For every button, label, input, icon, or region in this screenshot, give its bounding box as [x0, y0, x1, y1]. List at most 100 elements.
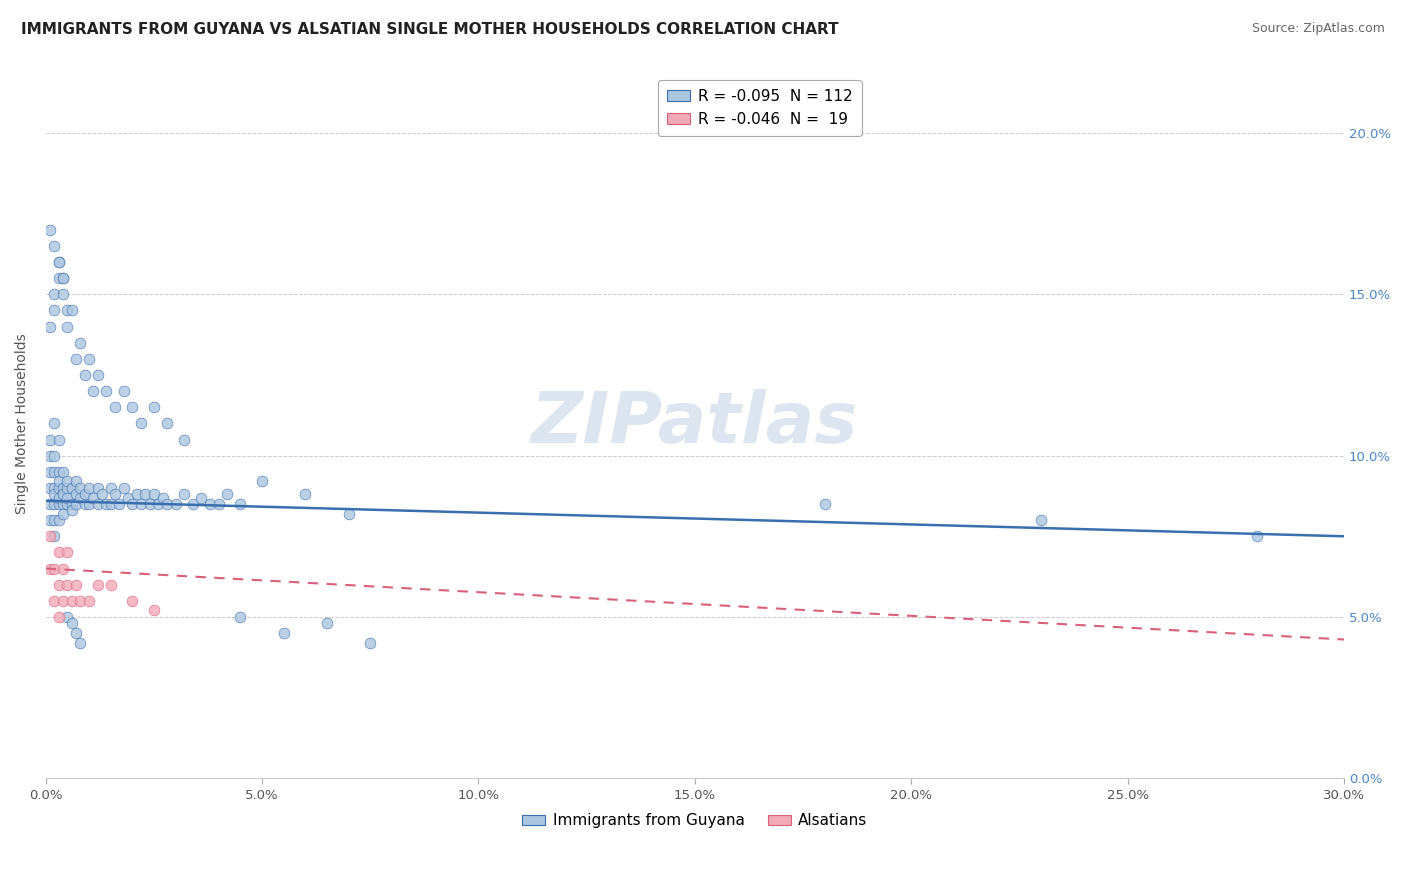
- Point: [52, 487, 75, 501]
- Point: [60, 481, 83, 495]
- Text: Source: ZipAtlas.com: Source: ZipAtlas.com: [1251, 22, 1385, 36]
- Point: [44, 594, 66, 608]
- Point: [112, 384, 135, 398]
- Point: [73, 497, 96, 511]
- Point: [52, 271, 75, 285]
- Text: ZIPatlas: ZIPatlas: [531, 389, 859, 458]
- Point: [121, 401, 143, 415]
- Point: [39, 561, 62, 575]
- Point: [52, 271, 75, 285]
- Point: [60, 303, 83, 318]
- Point: [173, 433, 195, 447]
- Point: [48, 577, 70, 591]
- Point: [1029, 513, 1052, 527]
- Point: [77, 351, 100, 366]
- Point: [156, 417, 179, 431]
- Point: [82, 491, 104, 505]
- Point: [190, 491, 212, 505]
- Point: [39, 465, 62, 479]
- Point: [48, 433, 70, 447]
- Point: [86, 481, 108, 495]
- Point: [82, 384, 104, 398]
- Point: [77, 594, 100, 608]
- Point: [65, 351, 87, 366]
- Point: [156, 497, 179, 511]
- Y-axis label: Single Mother Households: Single Mother Households: [15, 333, 30, 514]
- Point: [138, 497, 160, 511]
- Point: [134, 487, 156, 501]
- Point: [52, 561, 75, 575]
- Point: [39, 449, 62, 463]
- Point: [52, 594, 75, 608]
- Point: [208, 497, 231, 511]
- Point: [56, 481, 79, 495]
- Point: [148, 497, 170, 511]
- Point: [60, 497, 83, 511]
- Point: [121, 497, 143, 511]
- Point: [60, 594, 83, 608]
- Point: [104, 487, 127, 501]
- Point: [173, 487, 195, 501]
- Point: [39, 529, 62, 543]
- Point: [44, 417, 66, 431]
- Point: [69, 491, 91, 505]
- Point: [104, 401, 127, 415]
- Text: IMMIGRANTS FROM GUYANA VS ALSATIAN SINGLE MOTHER HOUSEHOLDS CORRELATION CHART: IMMIGRANTS FROM GUYANA VS ALSATIAN SINGL…: [21, 22, 839, 37]
- Point: [100, 481, 122, 495]
- Point: [69, 636, 91, 650]
- Point: [117, 491, 139, 505]
- Point: [39, 481, 62, 495]
- Point: [65, 497, 87, 511]
- Point: [125, 487, 148, 501]
- Point: [90, 487, 112, 501]
- Point: [229, 610, 252, 624]
- Point: [86, 577, 108, 591]
- Point: [52, 287, 75, 301]
- Point: [69, 335, 91, 350]
- Point: [56, 545, 79, 559]
- Point: [65, 487, 87, 501]
- Point: [56, 303, 79, 318]
- Point: [316, 616, 339, 631]
- Point: [100, 497, 122, 511]
- Point: [44, 287, 66, 301]
- Point: [359, 636, 381, 650]
- Point: [294, 487, 316, 501]
- Point: [56, 610, 79, 624]
- Point: [152, 491, 174, 505]
- Point: [48, 255, 70, 269]
- Point: [229, 497, 252, 511]
- Point: [60, 503, 83, 517]
- Point: [129, 417, 152, 431]
- Point: [142, 401, 165, 415]
- Point: [86, 497, 108, 511]
- Point: [44, 449, 66, 463]
- Point: [65, 475, 87, 489]
- Point: [44, 497, 66, 511]
- Point: [39, 513, 62, 527]
- Point: [96, 497, 118, 511]
- Point: [52, 481, 75, 495]
- Point: [44, 465, 66, 479]
- Point: [48, 255, 70, 269]
- Point: [112, 481, 135, 495]
- Point: [69, 594, 91, 608]
- Point: [56, 319, 79, 334]
- Point: [142, 603, 165, 617]
- Point: [814, 497, 837, 511]
- Point: [44, 303, 66, 318]
- Point: [250, 475, 273, 489]
- Point: [337, 507, 360, 521]
- Point: [86, 368, 108, 382]
- Point: [65, 626, 87, 640]
- Point: [73, 487, 96, 501]
- Point: [129, 497, 152, 511]
- Point: [48, 475, 70, 489]
- Point: [44, 481, 66, 495]
- Point: [69, 481, 91, 495]
- Point: [48, 271, 70, 285]
- Point: [273, 626, 295, 640]
- Point: [77, 481, 100, 495]
- Point: [44, 239, 66, 253]
- Point: [96, 384, 118, 398]
